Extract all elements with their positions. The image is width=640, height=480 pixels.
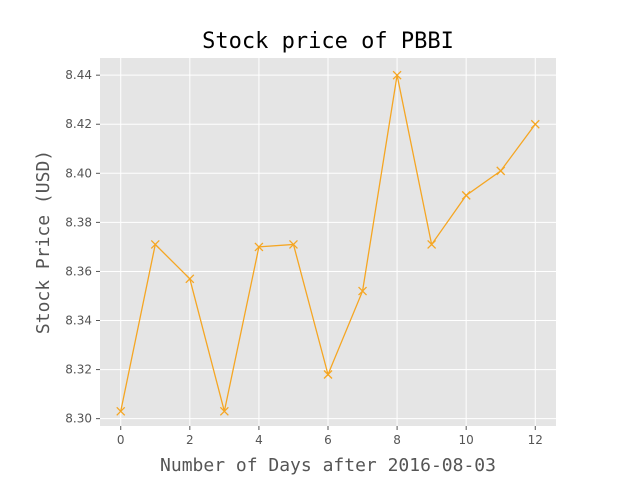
data-point: [530, 119, 540, 129]
data-point: [392, 70, 402, 80]
x-axis-label: Number of Days after 2016-08-03: [160, 455, 496, 476]
data-point: [219, 406, 229, 416]
y-axis-label: Stock Price (USD): [33, 150, 54, 334]
x-tick-label: 8: [393, 433, 401, 447]
x-tick-label: 10: [459, 433, 474, 447]
ticks: 0 2 4 6 8 10 12 8.30 8.32 8.34 8.36 8.38 8.40 8.42 8.4…: [65, 68, 543, 447]
x-tick-label: 6: [324, 433, 332, 447]
chart-title: Stock price of PBBI: [202, 29, 454, 54]
series: [116, 70, 540, 416]
data-point: [116, 406, 126, 416]
x-tick-label: 2: [186, 433, 194, 447]
data-point: [254, 242, 264, 252]
x-tick-label: 12: [528, 433, 543, 447]
data-point: [496, 166, 506, 176]
data-point: [461, 190, 471, 200]
data-point: [427, 239, 437, 249]
x-tick-label: 4: [255, 433, 263, 447]
grid: [100, 58, 556, 426]
y-tick-label: 8.30: [65, 412, 92, 426]
x-tick-label: 0: [117, 433, 125, 447]
y-tick-label: 8.32: [65, 363, 92, 377]
y-tick-label: 8.38: [65, 215, 92, 229]
data-point: [323, 370, 333, 379]
y-tick-label: 8.34: [65, 314, 92, 328]
y-tick-label: 8.42: [65, 117, 92, 131]
data-point: [288, 239, 298, 249]
y-tick-label: 8.44: [65, 68, 92, 82]
y-tick-label: 8.36: [65, 264, 92, 278]
data-point: [185, 274, 195, 284]
data-point: [150, 239, 160, 249]
data-point: [358, 286, 368, 296]
y-tick-label: 8.40: [65, 166, 92, 180]
